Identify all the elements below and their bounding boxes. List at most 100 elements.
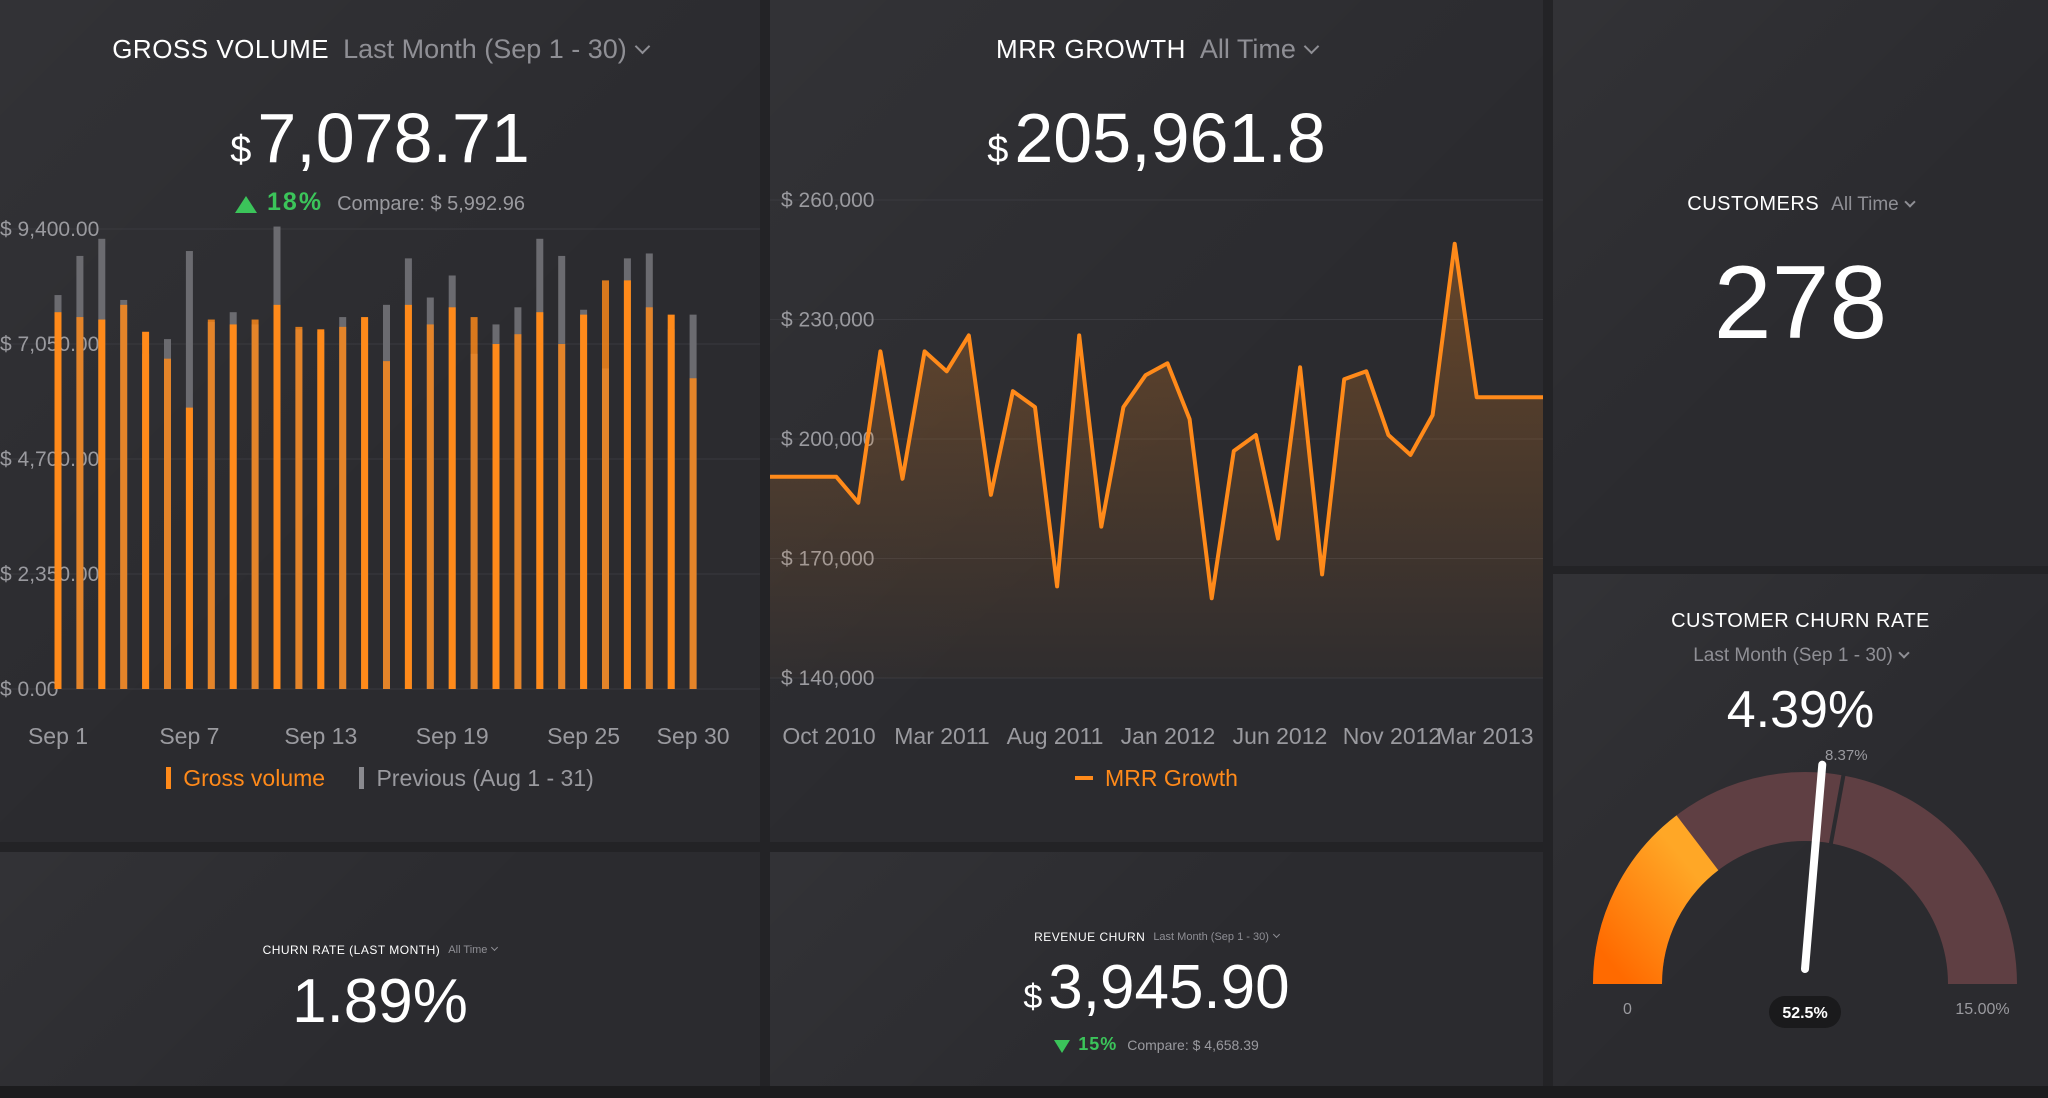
gauge-badge-label: 52.5%: [1782, 1005, 1827, 1022]
widget-title: REVENUE CHURN: [1034, 929, 1146, 944]
date-range-label: Last Month (Sep 1 - 30): [1153, 930, 1269, 943]
widget-title: CUSTOMERS: [1687, 193, 1820, 215]
y-tick-label: $ 2,350.00: [0, 563, 99, 586]
gross-volume-bar: [339, 326, 347, 689]
legend-swatch: [1075, 775, 1094, 780]
gross-volume-bar: [361, 317, 369, 689]
gross-volume-bar: [623, 280, 631, 689]
gross-volume-bar: [54, 312, 62, 689]
date-range-label: Last Month (Sep 1 - 30): [1693, 645, 1893, 666]
revenue-churn-value: 3,945.90: [1048, 953, 1290, 1022]
compare-label: Compare:: [1127, 1037, 1189, 1053]
y-tick-label: $ 4,700.00: [0, 448, 99, 471]
gross-volume-bar: [273, 304, 281, 689]
x-tick-label: Sep 13: [284, 723, 357, 749]
gross-volume-bar: [142, 331, 150, 689]
gross-volume-bar: [207, 319, 215, 689]
y-tick-label: $ 7,050.00: [0, 333, 99, 356]
legend-item-mrr-growth[interactable]: MRR Growth: [1075, 765, 1238, 791]
y-tick-label: $ 230,000: [781, 309, 874, 332]
churn-rate-widget: CHURN RATE (LAST MONTH) All Time 1.89%: [0, 852, 760, 1098]
gross-volume-bar: [317, 329, 325, 689]
chevron-down-icon: [491, 943, 499, 951]
chevron-down-icon: [1904, 195, 1916, 208]
legend-item-gross-volume[interactable]: Gross volume: [166, 765, 325, 791]
y-tick-label: $ 9,400.00: [0, 218, 99, 241]
bottom-scroll-strip: [0, 1086, 2048, 1098]
customer-churn-rate-widget: CUSTOMER CHURN RATE Last Month (Sep 1 - …: [1553, 574, 2048, 1098]
mrr-line: [770, 241, 1543, 601]
x-tick-label: Sep 30: [657, 723, 730, 749]
x-tick-label: Jan 2012: [1121, 723, 1216, 749]
churn-rate-value: 1.89%: [292, 967, 468, 1036]
mrr-growth-chart: $ 140,000$ 170,000$ 200,000$ 230,000$ 26…: [770, 189, 1543, 749]
chart-legend: MRR Growth: [770, 765, 1543, 792]
date-range-dropdown[interactable]: All Time: [1199, 34, 1320, 64]
mrr-area: [770, 243, 1543, 679]
x-tick-label: Sep 19: [416, 723, 489, 749]
gauge-target-label: 8.37%: [1825, 747, 1868, 764]
gross-volume-bar: [120, 304, 128, 689]
mrr-header: MRR GROWTH All Time: [770, 34, 1543, 65]
y-tick-label: $ 260,000: [781, 189, 874, 212]
gauge-min-label: 0: [1623, 1001, 1632, 1018]
x-tick-label: Aug 2011: [1007, 723, 1104, 749]
gross-volume-bar: [558, 344, 566, 689]
date-range-label: All Time: [1199, 34, 1296, 64]
date-range-dropdown[interactable]: Last Month (Sep 1 - 30): [343, 34, 651, 64]
gauge-value-arc: [1593, 815, 1720, 985]
gauge-max-label: 15.00%: [1955, 1001, 2009, 1018]
gross-volume-bar: [185, 407, 193, 689]
churn-rate-title-row: CUSTOMER CHURN RATE: [1553, 610, 2048, 633]
x-tick-label: Oct 2010: [782, 723, 875, 749]
gross-volume-bar: [404, 304, 412, 689]
x-tick-label: Sep 1: [28, 723, 88, 749]
gross-volume-bar: [426, 324, 434, 689]
gross-volume-bar: [251, 319, 259, 689]
legend-label: MRR Growth: [1105, 765, 1238, 791]
churn-rate-value: 4.39%: [1726, 681, 1875, 739]
x-tick-label: Nov 2012: [1343, 723, 1441, 749]
gross-volume-bar: [76, 317, 84, 689]
revenue-churn-compare: 15% Compare: $ 4,658.39: [770, 1034, 1543, 1055]
chevron-down-icon: [1272, 930, 1280, 938]
x-tick-label: Sep 7: [159, 723, 219, 749]
gross-volume-bar: [295, 326, 303, 689]
date-range-dropdown[interactable]: All Time: [1831, 194, 1916, 215]
gross-volume-compare: 18% Compare: $ 5,992.96: [0, 188, 760, 217]
customers-widget: CUSTOMERS All Time 278: [1553, 0, 2048, 566]
gross-volume-chart: $ 0.00 $ 2,350.00 $ 4,700.00 $ 7,050.00 $ 9,…: [0, 218, 760, 749]
date-range-label: Last Month (Sep 1 - 30): [343, 34, 627, 64]
currency-symbol: $: [230, 129, 252, 171]
y-tick-label: $ 0.00: [0, 678, 58, 701]
date-range-dropdown[interactable]: Last Month (Sep 1 - 30): [1693, 645, 1910, 666]
gauge-target-marker: [1828, 773, 1846, 846]
revenue-churn-widget: REVENUE CHURN Last Month (Sep 1 - 30) $3,…: [770, 852, 1543, 1098]
gross-volume-bar: [645, 307, 653, 689]
mrr-value: 205,961.8: [1014, 99, 1326, 177]
gross-volume-bar: [667, 314, 675, 689]
gauge-needle: [1801, 760, 1827, 973]
compare-value: $ 5,992.96: [430, 193, 525, 215]
x-tick-label: Jun 2012: [1233, 723, 1328, 749]
y-tick-label: $ 200,000: [781, 428, 874, 451]
gross-volume-bar: [448, 307, 456, 689]
gross-volume-widget: GROSS VOLUME Last Month (Sep 1 - 30) $7,0…: [0, 0, 760, 842]
widget-title: CUSTOMER CHURN RATE: [1671, 610, 1930, 633]
gross-volume-bar: [580, 314, 588, 689]
churn-header: CHURN RATE (LAST MONTH) All Time: [0, 941, 760, 959]
churn-gauge: 8.37% 0 15.00% 52.5%: [1593, 747, 2017, 1028]
x-tick-label: Sep 25: [547, 723, 620, 749]
change-percent: 15%: [1078, 1034, 1118, 1054]
trend-down-icon: [1054, 1039, 1071, 1053]
gross-volume-bar: [602, 280, 609, 689]
mrr-value-wrap: $205,961.8: [770, 98, 1543, 178]
gross-volume-bar: [470, 317, 478, 689]
date-range-dropdown[interactable]: All Time: [448, 943, 499, 956]
compare-label: Compare:: [337, 193, 425, 215]
widget-title: CHURN RATE (LAST MONTH): [262, 942, 441, 957]
date-range-dropdown[interactable]: Last Month (Sep 1 - 30): [1153, 930, 1280, 943]
gross-volume-bar: [514, 334, 522, 689]
legend-item-previous[interactable]: Previous (Aug 1 - 31): [359, 765, 594, 791]
gross-volume-bar: [98, 319, 106, 689]
